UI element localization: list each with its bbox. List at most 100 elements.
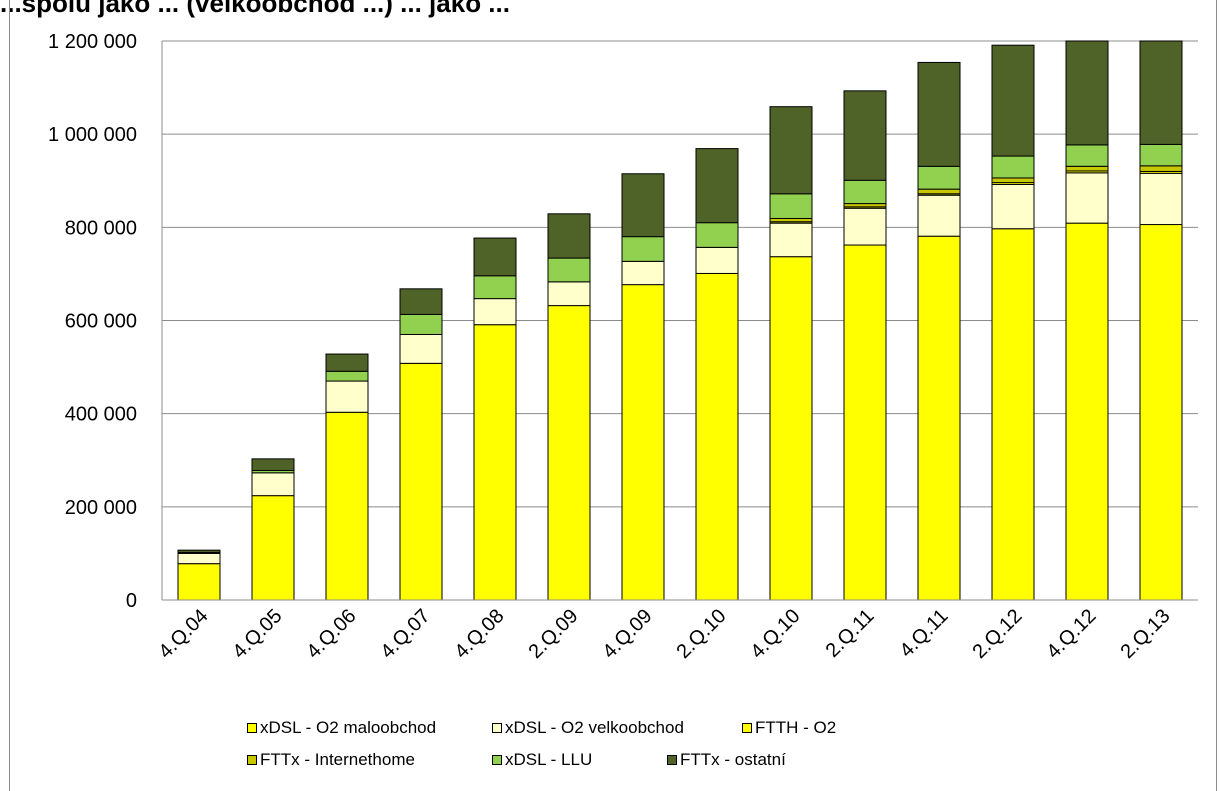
x-tick-label: 4.Q.05 xyxy=(229,605,287,663)
x-tick-labels: 4.Q.04 4.Q.05 4.Q.06 4.Q.07 4.Q.08 2.Q.09 4.Q.… xyxy=(155,605,1175,663)
axes xyxy=(161,41,1198,601)
bar-segment xyxy=(1065,144,1109,167)
y-tick-label: 400 000 xyxy=(65,404,137,426)
bar-segment xyxy=(399,313,443,335)
bar-segment xyxy=(621,236,665,262)
bar-segment xyxy=(917,188,961,195)
bars xyxy=(177,40,1183,601)
legend-label: xDSL - O2 velkoobchod xyxy=(505,718,684,737)
bar-segment xyxy=(325,353,369,372)
bar-segment xyxy=(769,193,813,219)
bar-segment xyxy=(917,235,961,601)
bar-segment xyxy=(843,179,887,205)
x-tick-label: 4.Q.04 xyxy=(155,605,213,663)
bar-segment xyxy=(325,411,369,601)
legend-label: xDSL - LLU xyxy=(505,750,593,769)
legend-item-xdsl-o2-maloobchod: xDSL - O2 maloobchod xyxy=(247,718,492,738)
bar-segment xyxy=(473,324,517,601)
legend-swatch xyxy=(492,755,502,765)
bar-segment xyxy=(917,194,961,237)
legend: xDSL - O2 maloobchod xDSL - O2 velkoobch… xyxy=(247,712,1007,776)
bar-segment xyxy=(769,106,813,195)
legend-row-2: FTTx - Internethome xDSL - LLU FTTx - os… xyxy=(247,744,1007,776)
bar-segment xyxy=(473,298,517,326)
bar-segment xyxy=(917,61,961,167)
bar-segment xyxy=(695,246,739,274)
bar-segment xyxy=(251,458,295,471)
bar-segment xyxy=(843,207,887,246)
bar-segment xyxy=(251,495,295,601)
y-tick-label: 800 000 xyxy=(65,217,137,239)
bar-segment xyxy=(1065,172,1109,224)
legend-label: FTTx - ostatní xyxy=(680,750,786,769)
legend-swatch xyxy=(247,723,257,733)
legend-swatch xyxy=(742,723,752,733)
legend-label: xDSL - O2 maloobchod xyxy=(260,718,437,737)
bar-segment xyxy=(547,305,591,601)
legend-label: FTTH - O2 xyxy=(755,718,837,737)
x-tick-label: 4.Q.08 xyxy=(451,605,509,663)
bar-segment xyxy=(1065,165,1109,172)
bar-segment xyxy=(991,183,1035,230)
legend-item-xdsl-o2-velkoobchod: xDSL - O2 velkoobchod xyxy=(492,718,742,738)
bar-segment xyxy=(695,272,739,601)
y-tick-label: 200 000 xyxy=(65,497,137,519)
legend-item-fttx-internethome: FTTx - Internethome xyxy=(247,750,492,770)
x-tick-label: 2.Q.11 xyxy=(822,605,879,662)
y-tick-labels: 0 200 000 400 000 600 000 800 000 1 000 000 1 … xyxy=(48,31,137,612)
bar-segment xyxy=(843,244,887,601)
legend-label: FTTx - Internethome xyxy=(260,750,415,769)
x-tick-label: 4.Q.07 xyxy=(377,605,435,663)
bar-segment xyxy=(621,173,665,238)
bar-segment xyxy=(695,148,739,224)
legend-item-xdsl-llu: xDSL - LLU xyxy=(492,750,667,770)
bar-segment xyxy=(547,213,591,259)
x-tick-label: 4.Q.11 xyxy=(896,605,953,662)
bar-segment xyxy=(399,333,443,364)
bar-segment xyxy=(251,472,295,497)
bar-segment xyxy=(991,228,1035,601)
x-tick-label: 2.Q.13 xyxy=(1117,605,1175,663)
bar-segment xyxy=(399,362,443,601)
bar-segment xyxy=(325,370,369,382)
bar-segment xyxy=(695,222,739,248)
bar-segment xyxy=(325,380,369,413)
bar-segment xyxy=(1065,40,1109,146)
bar-segment xyxy=(547,257,591,283)
legend-item-fttx-ostatni: FTTx - ostatní xyxy=(667,750,786,770)
y-tick-label: 1 000 000 xyxy=(48,124,137,146)
bar-segment xyxy=(621,260,665,286)
x-tick-label: 4.Q.10 xyxy=(747,605,805,663)
legend-row-1: xDSL - O2 maloobchod xDSL - O2 velkoobch… xyxy=(247,712,1007,744)
bar-segment xyxy=(1139,40,1183,145)
legend-swatch xyxy=(247,755,257,765)
bar-segment xyxy=(1065,222,1109,601)
x-tick-label: 4.Q.09 xyxy=(599,605,657,663)
legend-item-ftth-o2: FTTH - O2 xyxy=(742,718,836,738)
x-tick-label: 2.Q.09 xyxy=(525,605,583,663)
bar-segment xyxy=(917,165,961,190)
y-tick-label: 600 000 xyxy=(65,311,137,333)
bar-segment xyxy=(399,288,443,315)
x-tick-label: 4.Q.06 xyxy=(303,605,361,663)
bar-segment xyxy=(991,155,1035,179)
bar-segment xyxy=(621,284,665,601)
bar-segment xyxy=(1139,165,1183,172)
bar-segment xyxy=(1139,143,1183,167)
gridlines xyxy=(162,40,1198,508)
bar-segment xyxy=(1139,172,1183,226)
bar-segment xyxy=(991,177,1035,184)
y-tick-label: 1 200 000 xyxy=(48,31,137,53)
x-tick-label: 2.Q.12 xyxy=(969,605,1027,663)
bar-segment xyxy=(473,237,517,277)
legend-swatch xyxy=(492,723,502,733)
bar-segment xyxy=(177,563,221,601)
chart-frame xyxy=(9,0,1217,791)
bar-segment xyxy=(843,90,887,181)
bar-segment xyxy=(473,275,517,300)
bar-segment xyxy=(769,222,813,258)
bar-segment xyxy=(1139,224,1183,601)
bar-segment xyxy=(547,281,591,307)
x-tick-label: 2.Q.10 xyxy=(673,605,731,663)
